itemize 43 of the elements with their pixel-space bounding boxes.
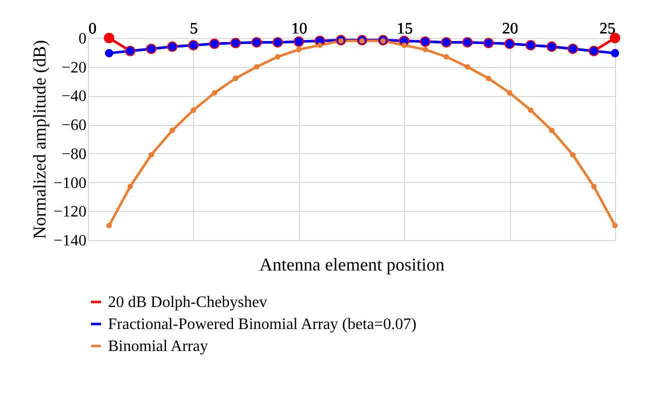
point xyxy=(106,222,112,228)
y-tick-label: −140 xyxy=(53,232,86,250)
x-tick-label: 10 xyxy=(291,20,308,38)
y-tick-label: −60 xyxy=(61,117,86,134)
x-tick-label: 15 xyxy=(396,20,413,38)
point xyxy=(274,54,280,60)
x-tick-label: 25 xyxy=(600,20,616,38)
point xyxy=(317,42,323,48)
point xyxy=(296,46,302,52)
point xyxy=(591,184,597,190)
y-tick-label: −40 xyxy=(61,88,86,106)
point xyxy=(148,152,154,158)
y-axis-title: Normalized amplitude (dB) xyxy=(29,40,50,239)
point xyxy=(506,90,512,96)
point xyxy=(422,46,428,52)
point xyxy=(104,48,114,58)
legend-label: 20 dB Dolph-Chebyshev xyxy=(108,294,268,311)
point xyxy=(232,76,238,82)
legend-label: Fractional-Powered Binomial Array (beta=0.07) xyxy=(108,316,416,333)
point xyxy=(612,222,618,228)
point xyxy=(610,32,620,44)
point xyxy=(610,48,620,58)
point xyxy=(464,64,470,70)
y-tick-label: −80 xyxy=(61,146,86,163)
point xyxy=(570,152,576,158)
point xyxy=(444,54,450,60)
point xyxy=(127,184,133,190)
point xyxy=(212,90,218,96)
point xyxy=(104,32,114,44)
point xyxy=(254,64,260,70)
y-tick-label: −20 xyxy=(61,59,86,76)
y-tick-label: −120 xyxy=(53,204,86,221)
x-axis-title: Antenna element position xyxy=(260,254,444,274)
x-tick-label: 5 xyxy=(190,20,198,38)
point xyxy=(528,107,534,113)
point xyxy=(549,128,554,134)
legend-label: Binomial Array xyxy=(108,338,208,355)
point xyxy=(190,107,196,113)
y-tick-label: −100 xyxy=(53,174,86,192)
x-tick-label: 20 xyxy=(502,20,518,38)
point xyxy=(170,128,176,134)
point xyxy=(486,76,492,82)
point xyxy=(401,42,407,48)
